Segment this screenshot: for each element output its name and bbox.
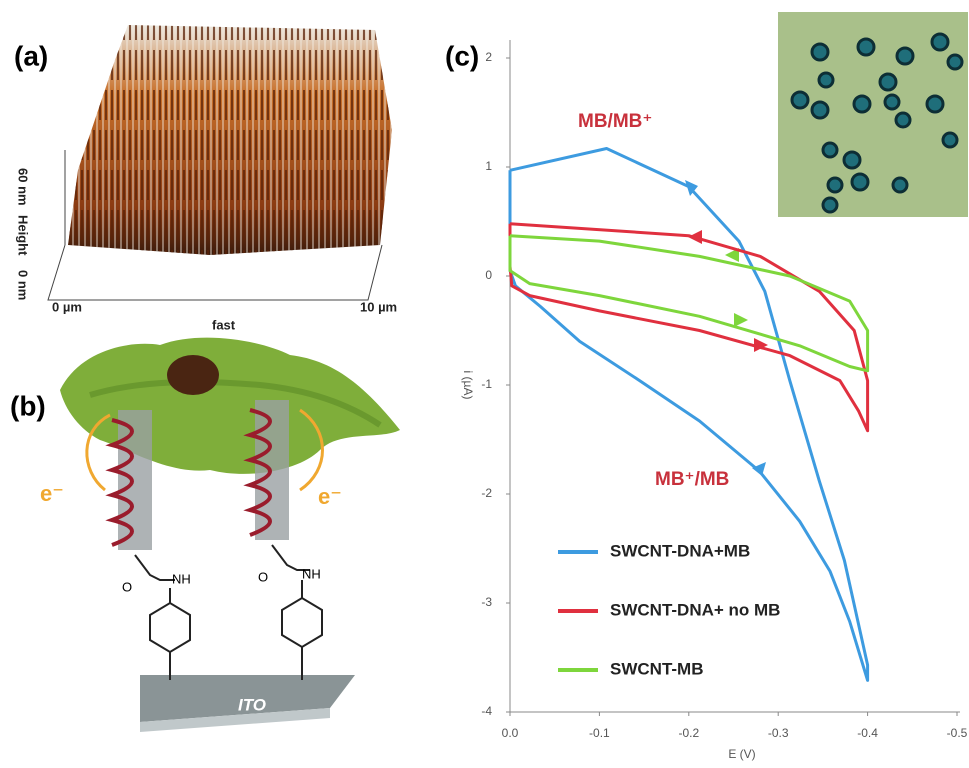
legend-label: SWCNT-DNA+MB — [610, 541, 750, 560]
annotation: MB⁺/MB — [655, 469, 729, 490]
legend-label: SWCNT-MB — [610, 659, 703, 678]
amine-label: NH — [172, 571, 191, 586]
panel-label: (b) — [10, 390, 46, 421]
substrate-label: ITO — [238, 695, 266, 714]
panel-label: (c) — [445, 40, 479, 71]
cv-curve — [508, 222, 870, 433]
afm-x-label: fast — [212, 317, 236, 332]
direction-arrows — [685, 180, 768, 476]
x-tick-label: -0.2 — [678, 726, 699, 740]
y-tick-label: -1 — [481, 377, 492, 391]
oxygen-label: O — [122, 579, 132, 594]
afm-x-max: 10 µm — [360, 299, 397, 314]
electron-label: e⁻ — [40, 481, 64, 506]
oxygen-label: O — [258, 569, 268, 584]
x-tick-label: 0.0 — [502, 726, 519, 740]
annotation: MB/MB⁺ — [578, 111, 652, 132]
y-tick-label: 1 — [485, 159, 492, 173]
afm-z-label: Height — [16, 215, 31, 256]
afm-z-min: 0 nm — [16, 270, 31, 300]
y-tick-label: 2 — [485, 50, 492, 64]
schematic — [60, 337, 400, 732]
y-tick-label: 0 — [485, 268, 492, 282]
cv-curve — [508, 234, 870, 373]
x-tick-label: -0.3 — [768, 726, 789, 740]
y-axis-label: i (µA) — [461, 371, 475, 400]
y-tick-label: -4 — [481, 704, 492, 718]
y-tick-label: -3 — [481, 595, 492, 609]
afm-image — [47, 25, 392, 301]
electron-label: e⁻ — [318, 484, 342, 509]
x-tick-label: -0.1 — [589, 726, 610, 740]
panel-label: (a) — [14, 40, 48, 71]
x-tick-label: -0.5 — [947, 726, 968, 740]
afm-x-min: 0 µm — [52, 299, 82, 314]
x-tick-label: -0.4 — [857, 726, 878, 740]
y-tick-label: -2 — [481, 486, 492, 500]
micrograph-inset — [778, 12, 968, 217]
cv-curve — [508, 147, 870, 682]
amine-label: NH — [302, 566, 321, 581]
legend-label: SWCNT-DNA+ no MB — [610, 600, 780, 619]
x-axis-label: E (V) — [728, 747, 755, 761]
afm-z-max: 60 nm — [16, 168, 31, 206]
